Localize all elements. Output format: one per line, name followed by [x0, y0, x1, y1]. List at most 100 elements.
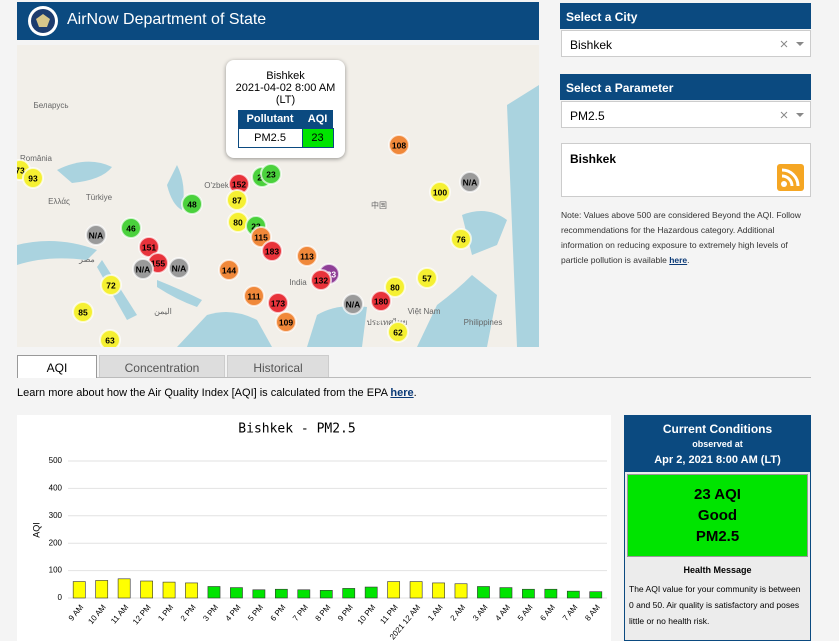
- map-marker[interactable]: 132: [310, 269, 332, 291]
- marker-label: 152: [232, 179, 246, 189]
- current-aqi: 23 AQI: [694, 486, 741, 503]
- marker-label: 23: [266, 169, 276, 179]
- y-tick-label: 500: [49, 456, 63, 465]
- tab[interactable]: Concentration: [99, 355, 225, 377]
- feed-box: Bishkek: [561, 143, 811, 197]
- bar: [207, 586, 221, 599]
- map-popup: Bishkek 2021-04-02 8:00 AM (LT) Pollutan…: [226, 60, 345, 158]
- map-label: Ελλάς: [48, 197, 70, 206]
- marker-dot: [260, 163, 282, 185]
- popup-pollutant: PM2.5: [237, 128, 303, 148]
- map-marker[interactable]: 173: [267, 292, 289, 314]
- map-marker[interactable]: 72: [100, 274, 122, 296]
- note: Note: Values above 500 are considered Be…: [561, 208, 811, 268]
- marker-label: N/A: [136, 264, 151, 274]
- marker-label: 144: [222, 265, 236, 275]
- map-label: O'zbekiston: [204, 181, 246, 190]
- marker-label: 63: [105, 335, 115, 345]
- marker-dot: [370, 290, 392, 312]
- map-marker[interactable]: 80: [384, 276, 406, 298]
- current-pollutant: PM2.5: [695, 528, 740, 545]
- marker-label: 76: [456, 234, 466, 244]
- map-marker[interactable]: 85: [72, 301, 94, 323]
- map-marker[interactable]: 144: [218, 259, 240, 281]
- city-select[interactable]: Bishkek: [561, 30, 811, 57]
- map-marker[interactable]: 62: [387, 321, 409, 343]
- y-tick-label: 200: [49, 538, 63, 547]
- map-marker[interactable]: 108: [388, 134, 410, 156]
- current-panel: Current Conditions observed at Apr 2, 20…: [624, 415, 811, 641]
- bar: [117, 578, 131, 599]
- marker-dot: [267, 292, 289, 314]
- map-marker[interactable]: N/A: [342, 293, 364, 315]
- header-bar: AirNow Department of State: [17, 2, 539, 40]
- marker-dot: [218, 259, 240, 281]
- learn-more: Learn more about how the Air Quality Ind…: [17, 387, 417, 399]
- marker-dot: [99, 329, 121, 347]
- map-marker[interactable]: 180: [370, 290, 392, 312]
- map-marker[interactable]: 113: [296, 245, 318, 267]
- current-title: Current Conditions: [662, 422, 773, 436]
- parameter-select[interactable]: PM2.5: [561, 101, 811, 128]
- map-marker[interactable]: 100: [429, 181, 451, 203]
- map-marker[interactable]: 57: [416, 267, 438, 289]
- marker-label: 87: [232, 195, 242, 205]
- marker-label: 72: [106, 280, 116, 290]
- marker-label: 183: [265, 246, 279, 256]
- bar: [364, 586, 378, 599]
- map-marker[interactable]: 23: [260, 163, 282, 185]
- map-marker[interactable]: 76: [450, 228, 472, 250]
- marker-dot: [85, 224, 107, 246]
- tab[interactable]: AQI: [17, 355, 97, 378]
- marker-label: 115: [254, 232, 268, 242]
- marker-label: 151: [142, 242, 156, 252]
- marker-label: 173: [271, 298, 285, 308]
- marker-label: 46: [126, 223, 136, 233]
- note-end: .: [687, 255, 690, 265]
- map-marker[interactable]: 87: [226, 189, 248, 211]
- feed-title: Bishkek: [570, 152, 617, 166]
- note-link[interactable]: here: [669, 255, 688, 265]
- map-marker[interactable]: 80: [227, 211, 249, 233]
- map-marker[interactable]: 109: [275, 311, 297, 333]
- map-marker[interactable]: N/A: [132, 258, 154, 280]
- marker-label: N/A: [463, 177, 478, 187]
- popup-col: AQI: [307, 113, 328, 125]
- map-marker[interactable]: 46: [120, 217, 142, 239]
- bar: [72, 581, 86, 599]
- map-marker[interactable]: 183: [261, 240, 283, 262]
- map-marker[interactable]: N/A: [85, 224, 107, 246]
- marker-label: 132: [314, 275, 328, 285]
- marker-label: N/A: [89, 230, 104, 240]
- marker-dot: [100, 274, 122, 296]
- popup-table: Pollutant AQI PM2.5 23: [237, 110, 334, 148]
- map-label: ประเทศไทย: [367, 318, 408, 327]
- map-marker[interactable]: 48: [181, 193, 203, 215]
- map-marker[interactable]: N/A: [459, 171, 481, 193]
- map-marker[interactable]: 63: [99, 329, 121, 347]
- y-tick-label: 0: [58, 593, 63, 602]
- marker-dot: [387, 321, 409, 343]
- popup-col: Pollutant: [246, 113, 294, 125]
- marker-dot: [261, 240, 283, 262]
- header-title: AirNow Department of State: [67, 11, 267, 28]
- bar: [409, 581, 423, 599]
- map-label: مصر: [78, 255, 95, 264]
- bar: [522, 588, 535, 599]
- map-marker[interactable]: 93: [22, 167, 44, 189]
- marker-label: 111: [247, 291, 261, 301]
- bar: [454, 583, 468, 599]
- current-observed: observed at: [692, 439, 743, 449]
- map-marker[interactable]: 111: [243, 285, 265, 307]
- rss-icon[interactable]: [777, 164, 804, 191]
- y-tick-label: 400: [49, 484, 63, 493]
- marker-label: 80: [233, 217, 243, 227]
- learn-link[interactable]: here: [390, 387, 414, 399]
- bar: [297, 589, 311, 599]
- popup-city: Bishkek: [266, 70, 305, 82]
- bar: [230, 587, 243, 599]
- tab[interactable]: Historical: [227, 355, 329, 377]
- map-marker[interactable]: N/A: [168, 257, 190, 279]
- marker-dot: [181, 193, 203, 215]
